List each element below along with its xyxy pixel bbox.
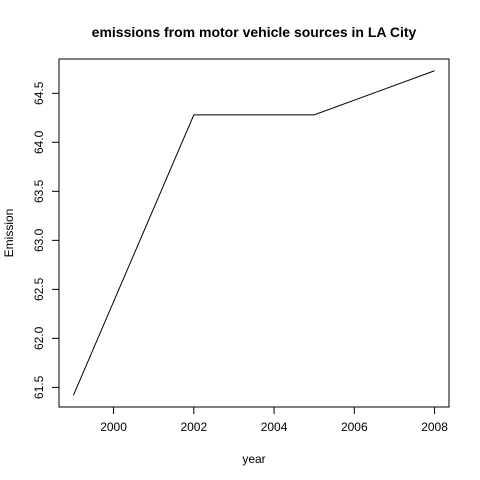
y-axis-label: Emission — [2, 209, 16, 258]
y-tick-label: 63.0 — [32, 228, 46, 252]
y-tick-label: 64.0 — [32, 130, 46, 154]
x-tick-label: 2000 — [100, 420, 127, 434]
x-tick-label: 2006 — [341, 420, 368, 434]
series-line-0 — [72, 70, 435, 396]
plot-box — [58, 58, 450, 408]
y-tick-label: 64.5 — [32, 81, 46, 105]
x-tick-label: 2002 — [180, 420, 207, 434]
x-axis: 2000 2002 2004 2006 2008 — [100, 406, 448, 434]
y-tick-label: 62.0 — [32, 326, 46, 350]
chart-title: emissions from motor vehicle sources in … — [92, 24, 417, 40]
x-axis-label: year — [242, 452, 265, 466]
y-tick-label: 62.5 — [32, 277, 46, 301]
y-tick-label: 61.5 — [32, 375, 46, 399]
x-tick-label: 2004 — [261, 420, 288, 434]
y-axis: 61.5 62.0 62.5 63.0 63.5 64.0 64.5 — [32, 81, 60, 399]
x-tick-label: 2008 — [421, 420, 448, 434]
y-tick-label: 63.5 — [32, 179, 46, 203]
series-layer — [72, 70, 435, 396]
